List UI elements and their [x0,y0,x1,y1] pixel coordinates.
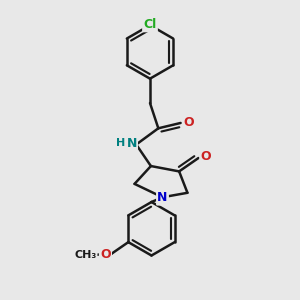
Text: Cl: Cl [143,18,157,31]
Text: CH₃: CH₃ [74,250,96,260]
Text: H: H [116,139,125,148]
Text: N: N [126,137,137,150]
Text: O: O [184,116,194,129]
Text: O: O [201,150,211,163]
Text: O: O [100,248,111,260]
Text: N: N [157,191,168,204]
